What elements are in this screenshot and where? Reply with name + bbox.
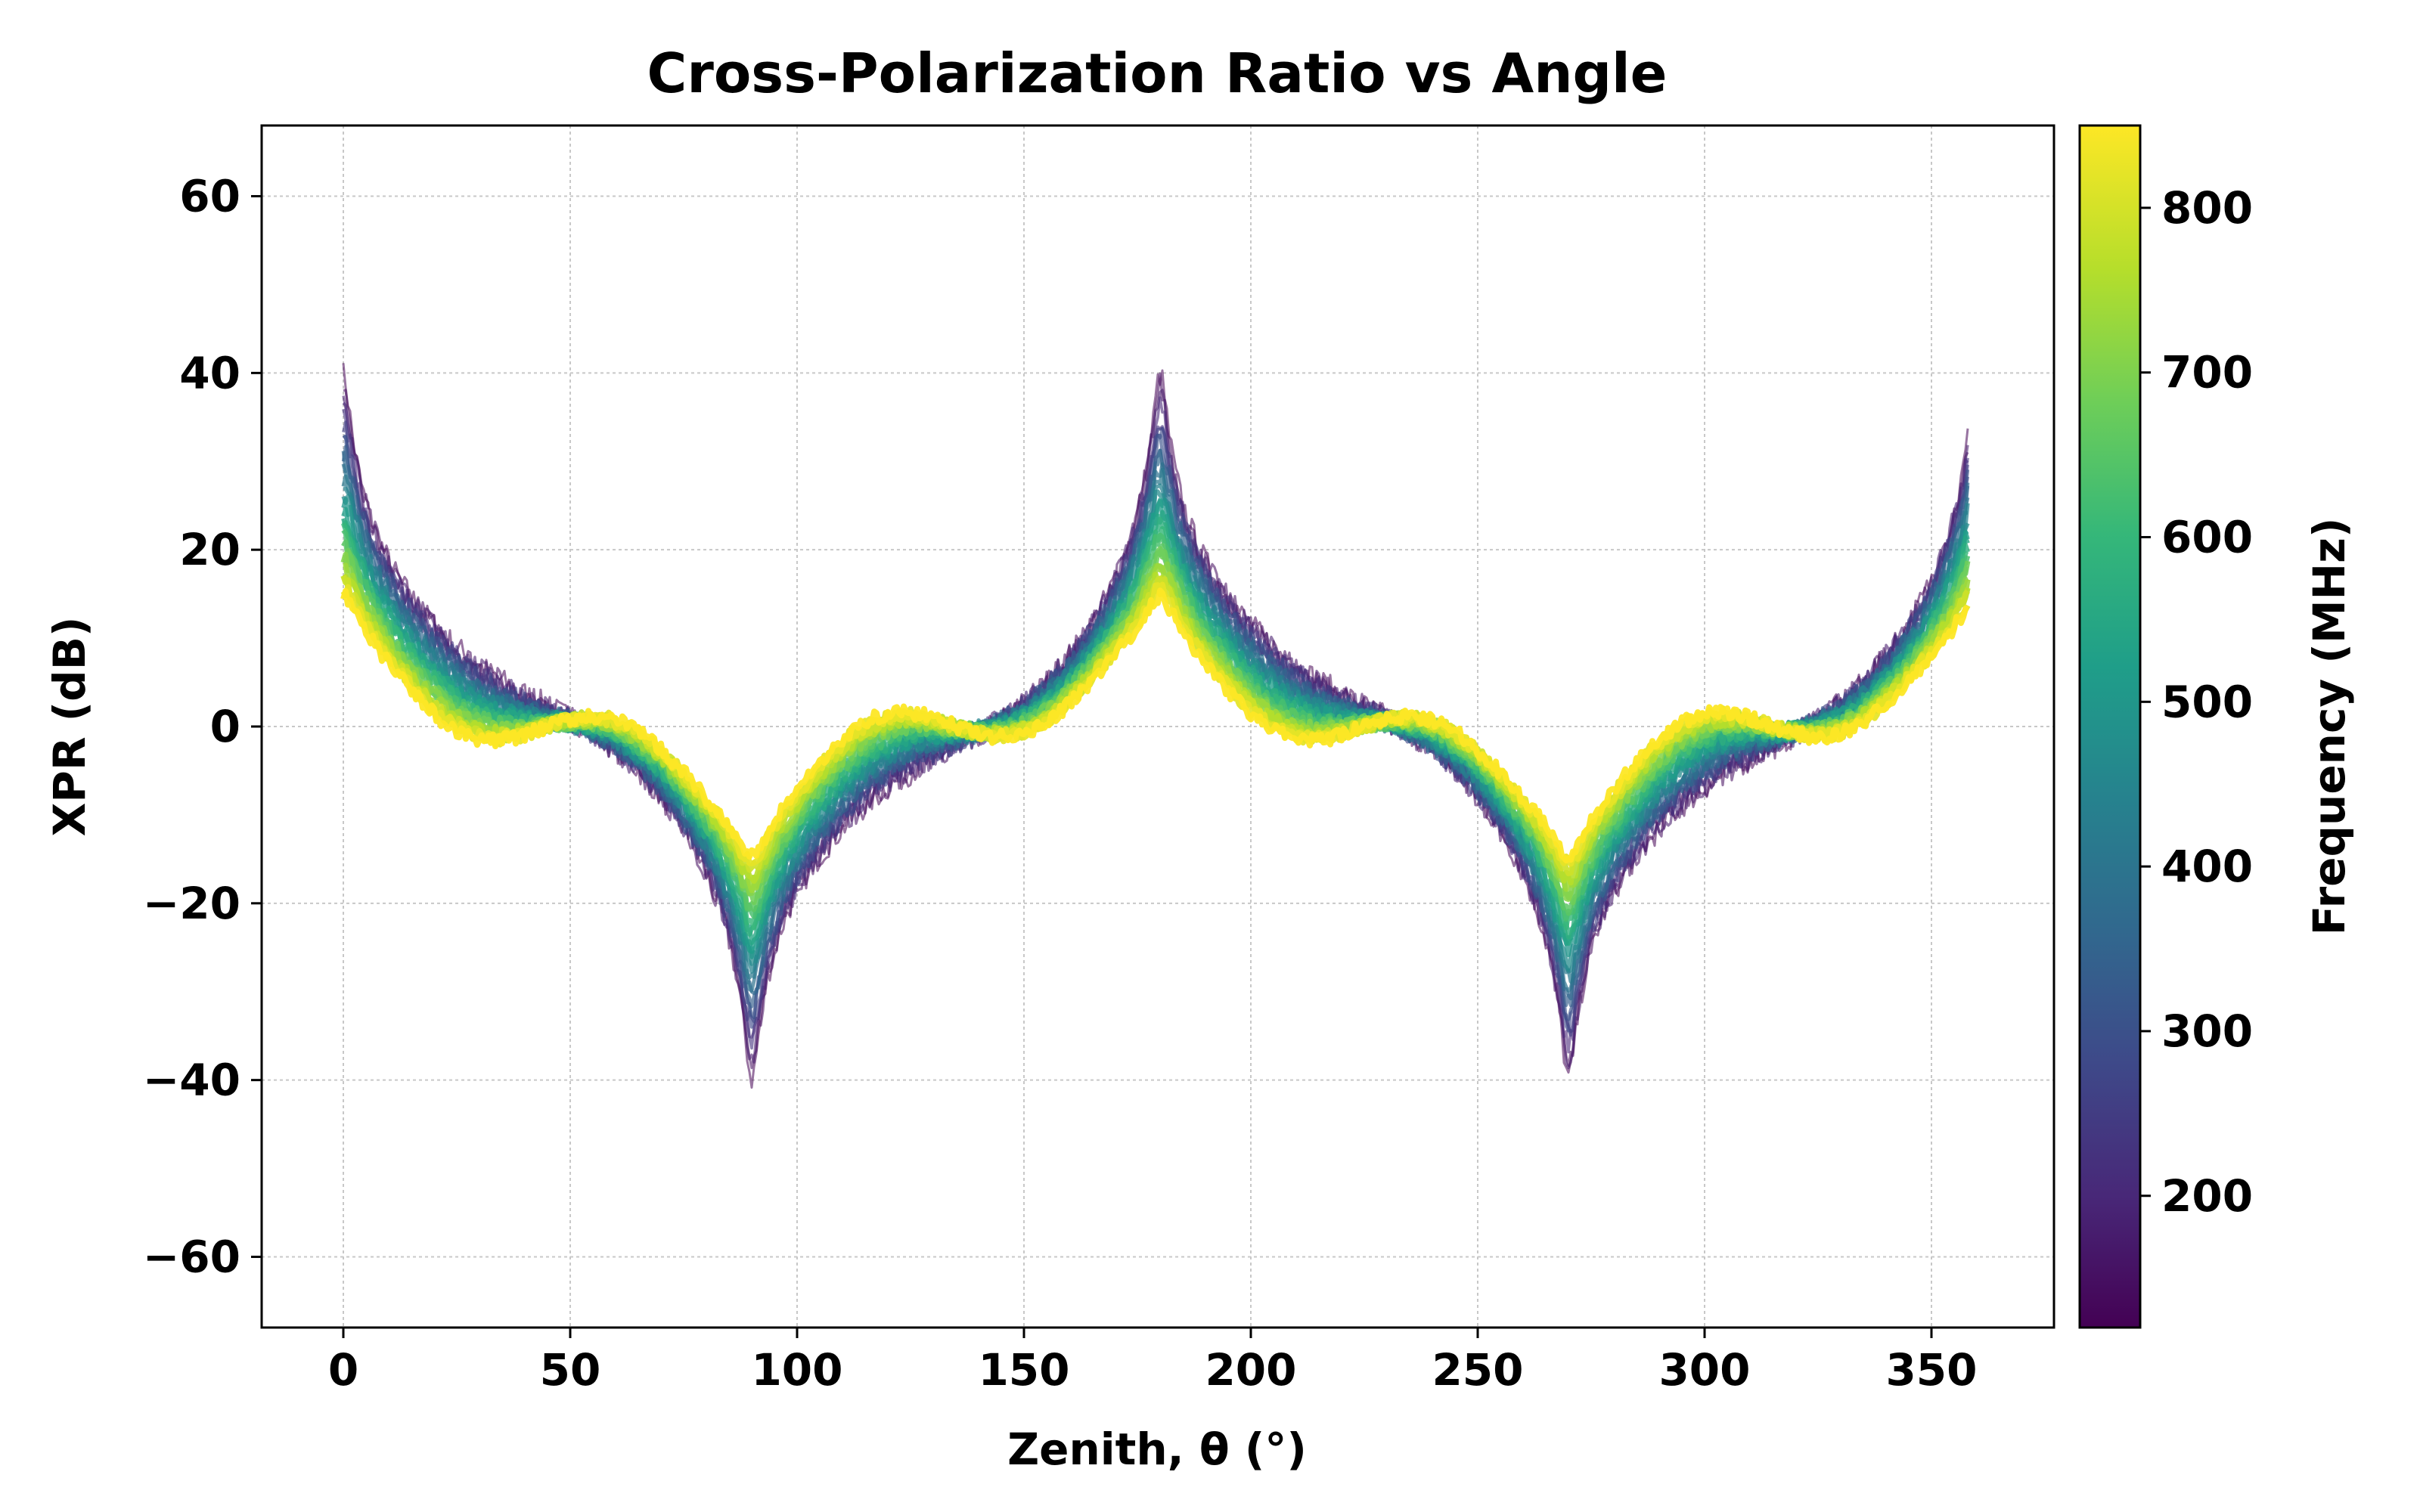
- colorbar-tick-label: 600: [2161, 512, 2253, 563]
- y-tick-label: −60: [143, 1231, 240, 1282]
- x-axis-label: Zenith, θ (°): [1007, 1424, 1307, 1475]
- y-tick-label: 40: [179, 347, 240, 398]
- x-tick-label: 200: [1205, 1344, 1296, 1396]
- y-tick-label: 20: [179, 524, 240, 575]
- chart-title: Cross-Polarization Ratio vs Angle: [647, 42, 1667, 105]
- colorbar-label: Frequency (MHz): [2304, 518, 2355, 936]
- xpr-series-line: [340, 587, 1969, 864]
- y-axis-label: XPR (dB): [44, 617, 95, 837]
- y-tick-label: 0: [210, 701, 240, 752]
- x-tick-label: 50: [540, 1344, 601, 1396]
- colorbar-gradient: [2078, 124, 2142, 1329]
- y-tick-label: −20: [143, 878, 240, 929]
- y-tick-label: −40: [143, 1055, 240, 1106]
- colorbar-tick-label: 300: [2161, 1005, 2253, 1057]
- xpr-series-line: [341, 528, 1971, 922]
- x-tick-label: 0: [328, 1344, 358, 1396]
- x-tick-label: 100: [751, 1344, 842, 1396]
- y-tick-label: 60: [179, 171, 240, 222]
- colorbar-tick-label: 800: [2161, 182, 2253, 234]
- colorbar-tick-label: 200: [2161, 1170, 2253, 1222]
- x-tick-label: 350: [1885, 1344, 1977, 1396]
- colorbar-tick-label: 500: [2161, 676, 2253, 727]
- colorbar-ticks: 200 300 400 500 600 700 800: [2140, 182, 2253, 1222]
- x-axis-ticks: 0 50 100 150 200 250 300 350: [328, 1328, 1978, 1396]
- colorbar-tick-label: 700: [2161, 347, 2253, 398]
- x-tick-label: 300: [1658, 1344, 1750, 1396]
- colorbar: 200 300 400 500 600 700 800 Frequency (MHz): [2078, 124, 2355, 1329]
- x-tick-label: 150: [978, 1344, 1069, 1396]
- y-axis-ticks: −60 −40 −20 0 20 40 60: [143, 171, 262, 1282]
- xpr-curves: [340, 363, 1971, 1089]
- colorbar-tick-label: 400: [2161, 841, 2253, 892]
- x-tick-label: 250: [1432, 1344, 1523, 1396]
